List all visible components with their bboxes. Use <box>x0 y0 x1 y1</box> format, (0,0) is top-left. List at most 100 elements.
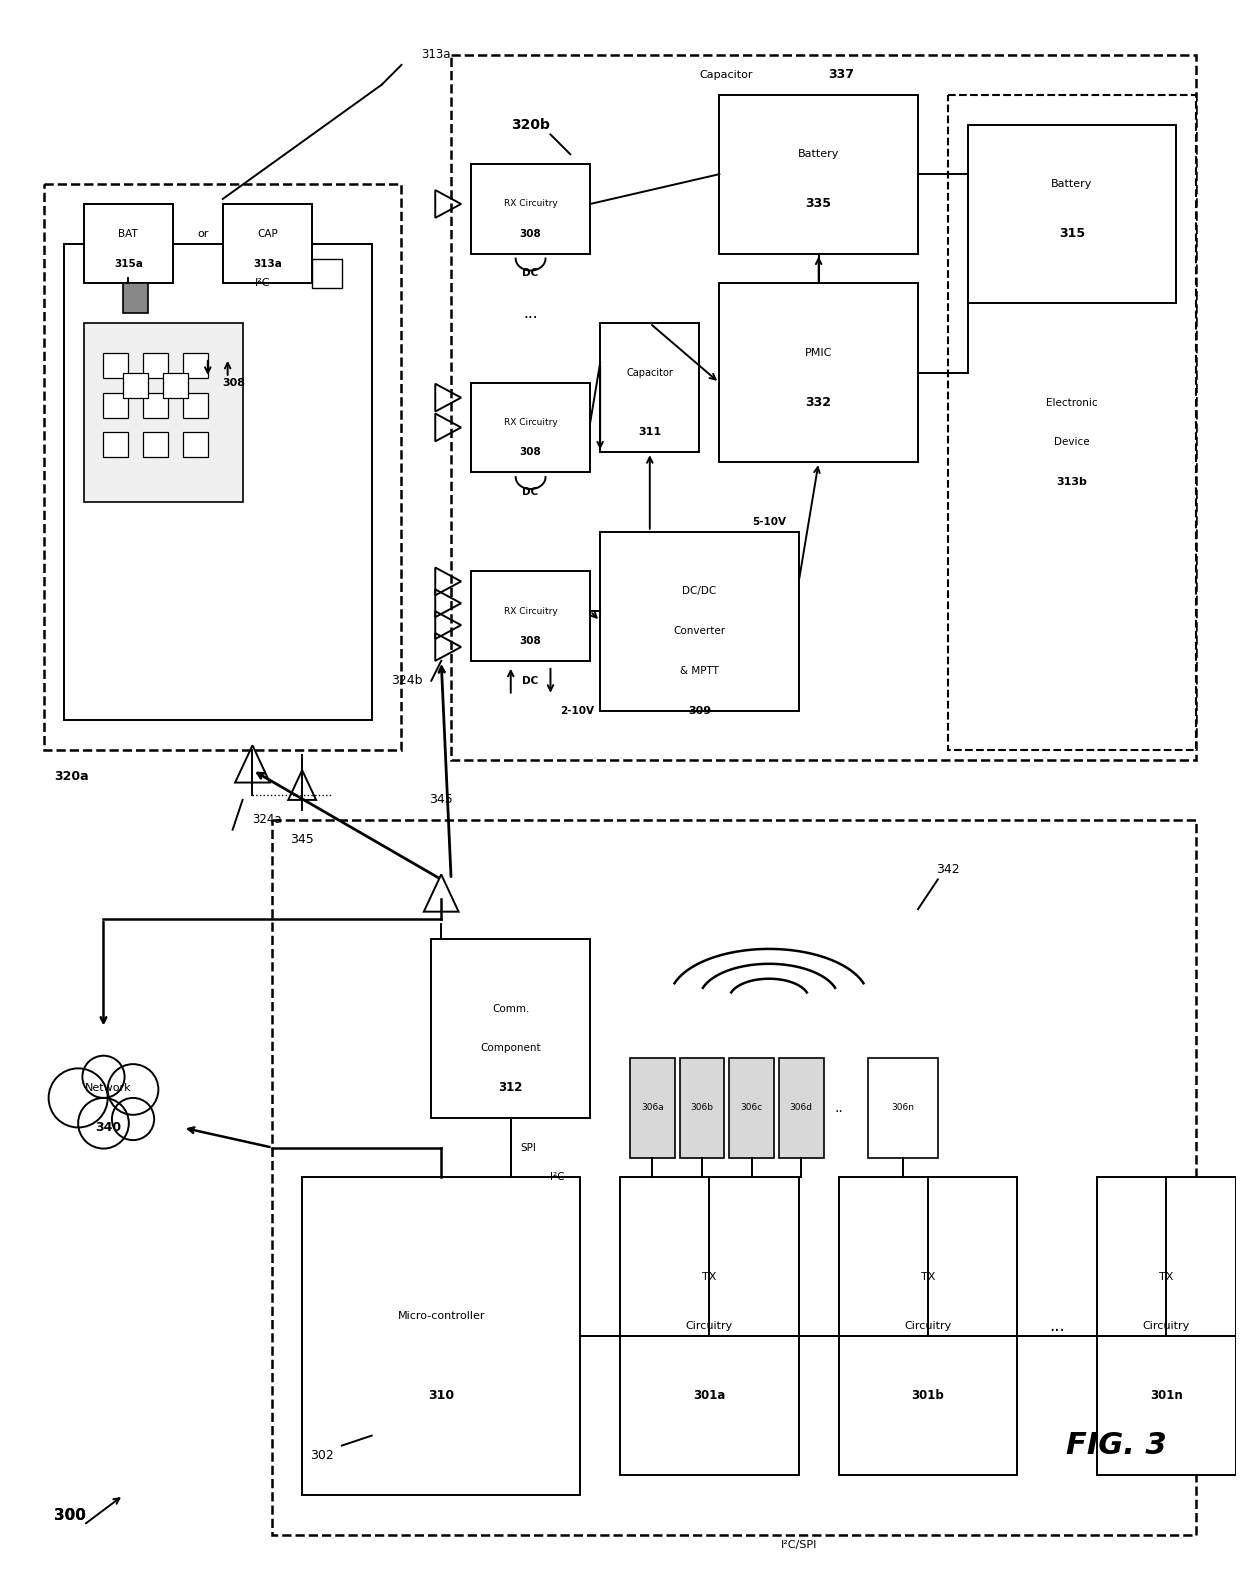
Bar <box>123 283 149 313</box>
Text: Device: Device <box>1054 438 1090 447</box>
Bar <box>1096 1177 1236 1476</box>
Text: ...: ... <box>1049 1318 1065 1335</box>
Bar <box>432 939 590 1117</box>
Text: 306b: 306b <box>691 1103 713 1112</box>
Text: Component: Component <box>480 1043 541 1054</box>
Bar <box>620 1177 799 1476</box>
Text: TX: TX <box>702 1272 717 1281</box>
Bar <box>43 185 402 750</box>
Text: I²C: I²C <box>254 278 270 289</box>
Text: SPI: SPI <box>521 1142 537 1152</box>
Text: PMIC: PMIC <box>805 348 832 359</box>
Text: 332: 332 <box>806 397 832 409</box>
Bar <box>838 1177 1017 1476</box>
Text: 308: 308 <box>520 447 542 457</box>
Circle shape <box>82 1055 124 1098</box>
Text: I²C: I²C <box>551 1172 565 1182</box>
Bar <box>223 204 312 283</box>
Bar <box>967 125 1177 303</box>
Text: RX Circuitry: RX Circuitry <box>503 199 558 209</box>
Bar <box>630 1059 675 1158</box>
Bar <box>600 532 799 711</box>
Bar <box>719 95 918 254</box>
Text: ..: .. <box>835 1101 843 1115</box>
Text: 324a: 324a <box>253 814 283 826</box>
Text: DC: DC <box>522 676 538 686</box>
Text: 313a: 313a <box>253 259 281 269</box>
Bar <box>680 1059 724 1158</box>
Text: Micro-controller: Micro-controller <box>398 1311 485 1321</box>
Text: Comm.: Comm. <box>492 1003 529 1013</box>
Text: Circuitry: Circuitry <box>1143 1321 1190 1332</box>
Text: Battery: Battery <box>799 149 839 160</box>
Bar <box>144 433 169 457</box>
Circle shape <box>78 1098 129 1149</box>
Text: 309: 309 <box>688 706 711 716</box>
Text: 306n: 306n <box>892 1103 915 1112</box>
Text: Capacitor: Capacitor <box>626 368 673 378</box>
Text: 315: 315 <box>1059 228 1085 240</box>
Text: 301n: 301n <box>1149 1389 1183 1403</box>
Bar <box>63 243 372 720</box>
Bar <box>868 1059 937 1158</box>
Text: 301a: 301a <box>693 1389 725 1403</box>
Text: RX Circuitry: RX Circuitry <box>503 419 558 427</box>
Bar <box>83 204 174 283</box>
Bar <box>273 820 1197 1534</box>
Text: 5-10V: 5-10V <box>751 517 786 526</box>
Text: 300: 300 <box>53 1507 86 1523</box>
Bar <box>83 324 243 502</box>
Bar <box>471 572 590 660</box>
Bar <box>184 433 208 457</box>
Text: FIG. 3: FIG. 3 <box>1066 1431 1167 1460</box>
Text: 335: 335 <box>806 198 832 210</box>
Text: DC: DC <box>522 269 538 278</box>
Text: 313a: 313a <box>422 49 451 62</box>
Text: Circuitry: Circuitry <box>904 1321 951 1332</box>
Text: 345: 345 <box>290 833 314 847</box>
Text: 312: 312 <box>498 1081 523 1095</box>
Bar <box>729 1059 774 1158</box>
Bar <box>184 352 208 378</box>
Text: RX Circuitry: RX Circuitry <box>503 607 558 616</box>
Circle shape <box>108 1065 159 1115</box>
Text: DC: DC <box>522 487 538 498</box>
Text: Electronic: Electronic <box>1047 398 1097 408</box>
Bar <box>303 1177 580 1495</box>
Text: 311: 311 <box>639 428 661 438</box>
Bar <box>144 352 169 378</box>
Text: ...: ... <box>523 305 538 321</box>
Bar <box>779 1059 823 1158</box>
Text: 310: 310 <box>428 1389 454 1403</box>
Bar <box>312 259 342 289</box>
Text: 306d: 306d <box>790 1103 812 1112</box>
Text: TX: TX <box>1159 1272 1173 1281</box>
Text: Capacitor: Capacitor <box>699 70 753 81</box>
Text: Converter: Converter <box>673 626 725 637</box>
Text: TX: TX <box>921 1272 935 1281</box>
Bar <box>719 283 918 463</box>
Text: 308: 308 <box>223 378 246 387</box>
Text: BAT: BAT <box>119 229 138 239</box>
Text: 315a: 315a <box>114 259 143 269</box>
Text: 306a: 306a <box>641 1103 663 1112</box>
Text: 320a: 320a <box>53 769 88 784</box>
Text: DC/DC: DC/DC <box>682 586 717 596</box>
Bar <box>164 373 188 398</box>
Bar <box>184 393 208 417</box>
Text: 345: 345 <box>429 793 453 806</box>
Text: Battery: Battery <box>1052 179 1092 190</box>
Bar <box>600 324 699 452</box>
Text: 302: 302 <box>310 1449 334 1462</box>
Text: 308: 308 <box>520 637 542 646</box>
Text: 2-10V: 2-10V <box>560 706 594 716</box>
Text: 313b: 313b <box>1056 477 1087 487</box>
Circle shape <box>48 1068 108 1128</box>
Bar <box>947 95 1197 750</box>
Text: 306c: 306c <box>740 1103 763 1112</box>
Text: 301b: 301b <box>911 1389 945 1403</box>
Bar <box>144 393 169 417</box>
Text: 342: 342 <box>936 863 960 875</box>
Bar <box>103 352 128 378</box>
Text: CAP: CAP <box>257 229 278 239</box>
